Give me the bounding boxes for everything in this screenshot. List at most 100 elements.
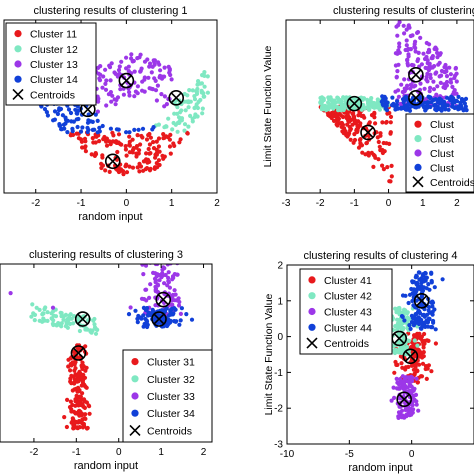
data-point xyxy=(55,111,61,117)
data-point xyxy=(132,69,137,74)
y-tick-label: 0 xyxy=(277,332,283,343)
data-point xyxy=(59,311,64,316)
centroid-cross xyxy=(404,350,416,362)
data-point xyxy=(42,307,47,312)
legend: Cluster 31 Cluster 32 Cluster 33 Cluster 34… xyxy=(122,349,213,443)
data-point xyxy=(408,47,413,52)
data-point xyxy=(113,102,118,107)
data-point xyxy=(119,59,124,64)
series-1 xyxy=(68,130,190,177)
data-point xyxy=(166,116,171,121)
data-point xyxy=(454,91,459,96)
data-point xyxy=(170,127,175,132)
data-point xyxy=(95,130,100,135)
data-point xyxy=(124,170,130,175)
data-point xyxy=(150,87,155,92)
data-point xyxy=(327,111,332,116)
data-point xyxy=(144,166,150,171)
data-point xyxy=(132,94,137,99)
data-point xyxy=(403,345,408,350)
data-point xyxy=(52,109,58,114)
data-point xyxy=(394,104,399,109)
data-point xyxy=(145,57,150,62)
data-point xyxy=(442,105,447,110)
data-point xyxy=(143,287,148,292)
centroid-marker xyxy=(70,345,87,361)
data-point xyxy=(371,100,376,106)
data-point xyxy=(164,102,169,107)
data-point xyxy=(400,314,405,319)
data-point xyxy=(424,376,429,381)
data-point xyxy=(80,125,85,130)
data-point xyxy=(418,336,423,341)
data-point xyxy=(141,305,146,310)
data-point xyxy=(115,74,120,79)
subplot-3: clustering results of clustering 3 -2 -1 0 1… xyxy=(0,249,213,472)
data-point xyxy=(182,128,187,133)
data-point xyxy=(202,94,207,99)
centroid-cross xyxy=(416,295,428,307)
data-point xyxy=(75,377,80,383)
data-point xyxy=(81,397,87,402)
data-point xyxy=(151,140,156,145)
data-point xyxy=(164,134,169,139)
data-point xyxy=(136,151,141,156)
y-tick-label: -1 xyxy=(274,368,283,379)
data-point xyxy=(165,283,170,288)
data-point xyxy=(101,137,106,142)
data-point xyxy=(352,137,358,143)
data-point xyxy=(157,75,162,80)
data-point xyxy=(127,130,132,135)
data-point xyxy=(202,70,207,75)
data-point xyxy=(130,165,136,170)
data-point xyxy=(199,81,204,86)
data-point xyxy=(432,64,437,69)
data-point xyxy=(431,87,437,92)
data-point xyxy=(398,320,403,326)
data-point xyxy=(80,391,85,396)
legend-label: Cluster 14 xyxy=(30,74,78,86)
centroid-marker xyxy=(104,153,121,170)
data-point xyxy=(463,104,468,109)
data-point xyxy=(450,84,455,89)
data-point xyxy=(103,67,108,72)
data-point xyxy=(409,384,414,389)
data-point xyxy=(390,95,395,100)
data-point xyxy=(436,62,441,67)
data-point xyxy=(100,153,105,158)
legend-label: Cluster 34 xyxy=(147,408,195,420)
data-point xyxy=(407,388,412,394)
data-point xyxy=(426,282,431,287)
data-point xyxy=(32,318,37,323)
data-point xyxy=(82,145,87,150)
data-point xyxy=(137,148,142,153)
data-point xyxy=(89,152,94,157)
data-point xyxy=(326,100,331,105)
data-point xyxy=(68,379,73,384)
data-point xyxy=(425,79,430,84)
data-point xyxy=(418,35,423,41)
data-point xyxy=(108,126,113,131)
data-point xyxy=(404,38,409,43)
centroid-circle xyxy=(118,72,135,89)
data-point xyxy=(42,107,48,112)
data-point xyxy=(429,325,434,330)
data-point xyxy=(153,284,158,289)
data-point xyxy=(71,417,76,422)
centroid-circle xyxy=(104,153,121,170)
chart-title: clustering results of clustering 1 xyxy=(33,5,187,17)
data-point xyxy=(392,370,397,375)
data-point xyxy=(167,68,172,73)
legend-centroid-marker xyxy=(412,176,424,188)
data-point xyxy=(179,116,185,121)
data-point xyxy=(93,331,99,336)
data-point xyxy=(170,302,175,307)
data-point xyxy=(61,317,66,322)
legend-marker xyxy=(308,292,316,300)
data-point xyxy=(169,77,174,82)
data-point xyxy=(79,420,84,425)
data-point xyxy=(176,303,182,308)
data-point xyxy=(147,86,152,91)
x-tick-label: 0 xyxy=(409,449,415,460)
points-layer xyxy=(37,52,210,177)
